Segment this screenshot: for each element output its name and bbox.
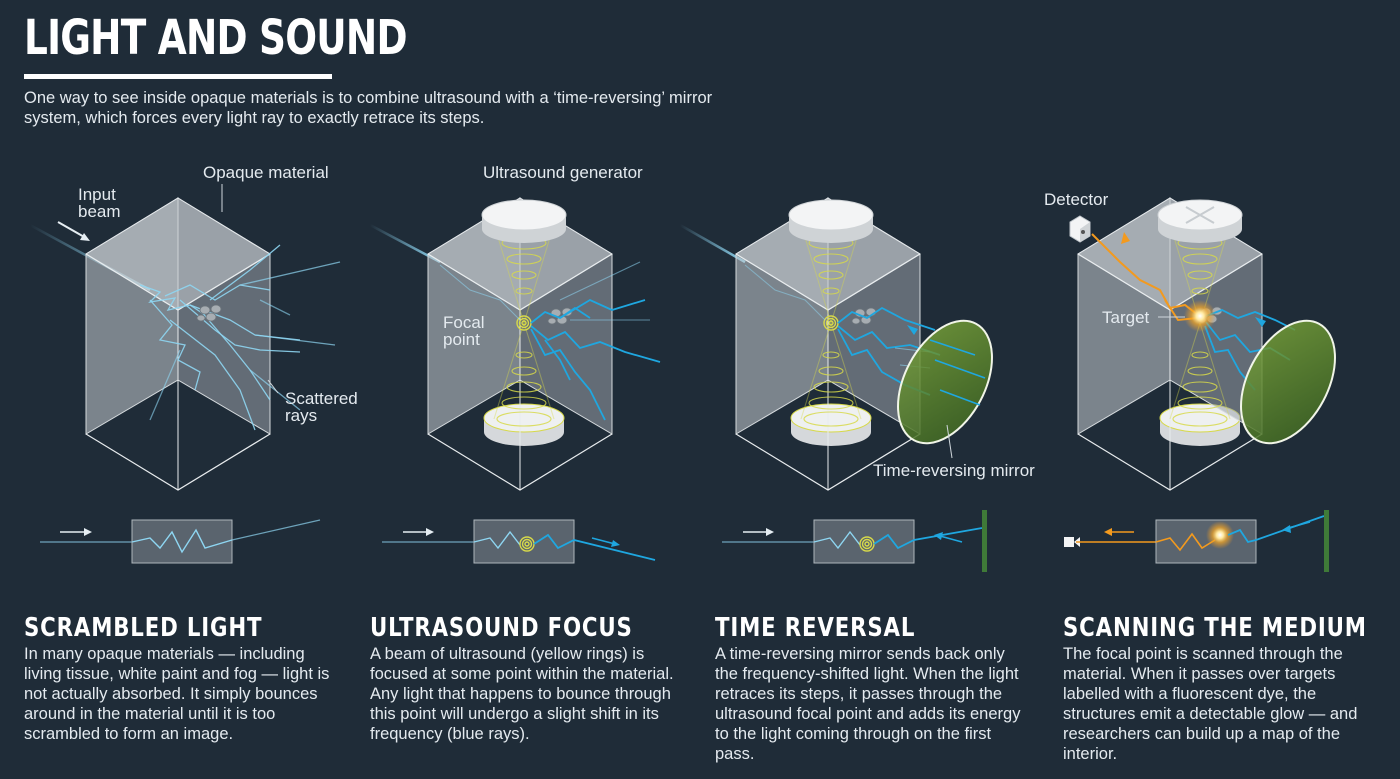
section-body-scrambled-light: In many opaque materials — including liv…	[24, 645, 330, 743]
time-reversing-mirror-icon	[897, 319, 993, 445]
panel-time-reversal	[679, 197, 993, 491]
target-label: Target	[1102, 308, 1150, 327]
intro-text: One way to see inside opaque materials i…	[24, 89, 713, 127]
scattered-rays-label-1: Scattered	[285, 389, 358, 408]
detector-icon	[1069, 215, 1091, 243]
input-beam-label-2: beam	[78, 202, 121, 221]
strip-scanning-medium	[1064, 510, 1329, 572]
opaque-material-label: Opaque material	[203, 163, 329, 182]
strip-scrambled-light	[40, 519, 321, 564]
ultrasound-generator-label: Ultrasound generator	[483, 163, 643, 182]
scattered-rays-label-2: rays	[285, 406, 318, 425]
input-arrow-icon	[57, 221, 90, 241]
focal-point-label-2: point	[443, 330, 480, 349]
detector-label: Detector	[1044, 190, 1109, 209]
focal-point-label-1: Focal	[443, 313, 485, 332]
title-underline	[24, 74, 332, 79]
input-beam-label-1: Input	[78, 185, 116, 204]
time-reversing-mirror-label: Time-reversing mirror	[873, 461, 1035, 480]
section-body-time-reversal: A time-reversing mirror sends back only …	[715, 645, 1021, 763]
page-title: LIGHT AND SOUND	[24, 10, 408, 66]
mirror-icon	[1240, 319, 1336, 445]
scan-arrows-icon	[1185, 206, 1215, 224]
section-title-ultrasound-focus: ULTRASOUND FOCUS	[370, 613, 633, 643]
panel-scrambled-light	[29, 184, 341, 491]
strip-time-reversal	[722, 510, 987, 572]
section-body-scanning-medium: The focal point is scanned through the m…	[1063, 645, 1358, 763]
panel-scanning-medium	[1069, 197, 1336, 491]
panel-ultrasound-focus	[369, 197, 661, 491]
section-body-ultrasound-focus: A beam of ultrasound (yellow rings) is f…	[370, 645, 674, 743]
section-title-scanning-medium: SCANNING THE MEDIUM	[1063, 613, 1367, 643]
section-title-time-reversal: TIME REVERSAL	[715, 613, 916, 643]
strip-ultrasound-focus	[382, 519, 656, 564]
section-title-scrambled-light: SCRAMBLED LIGHT	[24, 613, 263, 643]
